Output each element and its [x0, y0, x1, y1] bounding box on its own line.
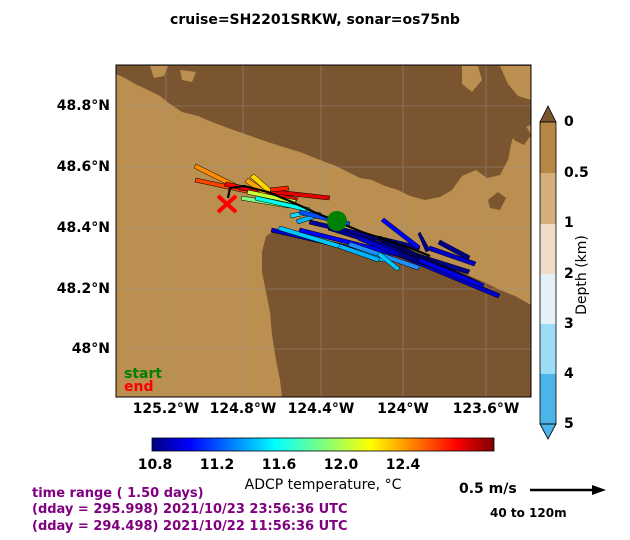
temperature-colorbar	[151, 437, 495, 452]
vancouver-island-land	[116, 65, 531, 200]
depth-tick: 1	[564, 215, 574, 231]
lat-tick: 48.8°N	[56, 98, 110, 114]
depth-tick: 5	[564, 416, 574, 432]
lon-tick: 124.8°W	[209, 401, 277, 417]
temp-tick: 11.2	[199, 457, 235, 473]
depth-tick: 0.5	[564, 165, 589, 181]
scale-arrow	[530, 485, 606, 495]
start-time-text: (dday = 294.498) 2021/10/22 11:56:36 UTC	[32, 519, 348, 534]
lon-tick: 125.2°W	[132, 401, 200, 417]
lon-tick: 123.6°W	[452, 401, 520, 417]
start-label: start	[124, 366, 163, 382]
start-marker	[327, 211, 347, 231]
lat-tick: 48.2°N	[56, 281, 110, 297]
lon-tick: 124.4°W	[287, 401, 355, 417]
depth-tick: 3	[564, 316, 574, 332]
end-label: end	[124, 379, 154, 395]
lat-tick: 48°N	[71, 341, 110, 357]
depth-tick: 2	[564, 266, 574, 282]
scale-label: 0.5 m/s	[459, 481, 517, 497]
scale-depth-range: 40 to 120m	[490, 506, 567, 520]
lon-tick: 124°W	[377, 401, 429, 417]
end-time-text: (dday = 295.998) 2021/10/23 23:56:36 UTC	[32, 502, 348, 517]
ship-track	[226, 184, 431, 258]
temp-tick: 12.0	[323, 457, 359, 473]
figure-title: cruise=SH2201SRKW, sonar=os75nb	[170, 12, 460, 28]
temp-tick: 10.8	[137, 457, 173, 473]
end-marker	[216, 194, 238, 214]
depth-tick: 0	[564, 114, 574, 130]
depth-colorbar-label: Depth (km)	[574, 235, 590, 315]
lat-tick: 48.6°N	[56, 159, 110, 175]
lat-tick: 48.4°N	[56, 220, 110, 236]
map-area	[116, 65, 531, 397]
map-gridlines	[116, 65, 531, 397]
temp-tick: 12.4	[385, 457, 421, 473]
temp-colorbar-label: ADCP temperature, °C	[244, 477, 402, 493]
depth-colorbar	[539, 105, 557, 440]
time-range-text: time range ( 1.50 days)	[32, 486, 204, 501]
olympic-peninsula-land	[262, 230, 531, 397]
temp-tick: 11.6	[261, 457, 297, 473]
depth-tick: 4	[564, 366, 574, 382]
